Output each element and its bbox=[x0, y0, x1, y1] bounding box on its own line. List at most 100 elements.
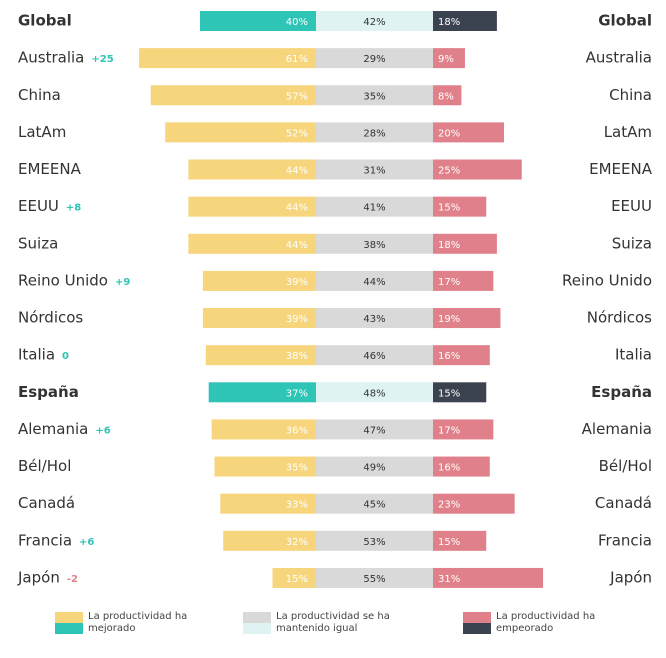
bar-segment bbox=[433, 456, 490, 477]
bar-segment bbox=[316, 308, 433, 329]
bar-segment bbox=[223, 530, 316, 551]
category-label: Japón bbox=[17, 568, 60, 586]
value-label: 16% bbox=[438, 463, 460, 474]
value-label: 23% bbox=[438, 500, 460, 511]
bar-segment bbox=[433, 382, 487, 403]
bar-segment bbox=[316, 493, 433, 514]
bar-segment bbox=[433, 530, 487, 551]
bar-segment bbox=[316, 270, 433, 291]
value-label: 45% bbox=[363, 500, 385, 511]
value-label: 32% bbox=[286, 537, 308, 548]
bar-segment bbox=[316, 419, 433, 440]
category-label-right: Italia bbox=[615, 346, 652, 364]
value-label: 25% bbox=[438, 166, 460, 177]
bar-segment bbox=[316, 85, 433, 106]
bar-segment bbox=[316, 48, 433, 69]
value-label: 43% bbox=[363, 314, 385, 325]
legend-label: La productividad ha empeorado bbox=[496, 611, 596, 634]
value-label: 55% bbox=[363, 574, 385, 585]
category-label: Australia bbox=[18, 49, 84, 67]
value-label: 8% bbox=[438, 91, 454, 102]
bar-segment bbox=[208, 382, 316, 403]
bar-segment bbox=[188, 233, 316, 254]
change-annotation: +6 bbox=[95, 425, 110, 436]
value-label: 44% bbox=[286, 240, 308, 251]
category-label: Suiza bbox=[18, 234, 58, 252]
category-label-right: Reino Unido bbox=[562, 271, 652, 289]
value-label: 18% bbox=[438, 17, 460, 28]
change-annotation: +25 bbox=[91, 54, 113, 65]
value-label: 15% bbox=[438, 203, 460, 214]
value-label: 29% bbox=[363, 54, 385, 65]
bar-segment bbox=[316, 233, 433, 254]
change-annotation: +9 bbox=[115, 277, 130, 288]
bar-segment bbox=[188, 159, 316, 180]
category-label-right: Nórdicos bbox=[587, 309, 652, 327]
value-label: 47% bbox=[363, 425, 385, 436]
change-annotation: 0 bbox=[62, 351, 69, 362]
category-label-right: Canadá bbox=[595, 494, 652, 512]
bar-segment bbox=[433, 196, 487, 217]
change-annotation: +6 bbox=[79, 537, 94, 548]
value-label: 38% bbox=[363, 240, 385, 251]
bar-segment bbox=[433, 48, 465, 69]
category-label-right: EEUU bbox=[611, 197, 652, 215]
legend: La productividad ha mejorado La productiv… bbox=[0, 611, 666, 658]
value-label: 9% bbox=[438, 54, 454, 65]
bar-segment bbox=[316, 196, 433, 217]
bar-segment bbox=[202, 308, 316, 329]
value-label: 20% bbox=[438, 128, 460, 139]
value-label: 39% bbox=[286, 314, 308, 325]
legend-swatch bbox=[463, 623, 491, 634]
bar-segment bbox=[433, 11, 497, 31]
bar-segment bbox=[316, 530, 433, 551]
value-label: 41% bbox=[363, 203, 385, 214]
value-label: 40% bbox=[286, 17, 308, 28]
bar-segment bbox=[433, 122, 504, 143]
bar-segment bbox=[316, 11, 433, 31]
value-label: 31% bbox=[438, 574, 460, 585]
category-label-right: Suiza bbox=[612, 234, 652, 252]
category-label: Italia bbox=[18, 346, 55, 364]
value-label: 15% bbox=[286, 574, 308, 585]
category-label: EEUU bbox=[18, 197, 59, 215]
bar-segment bbox=[272, 567, 316, 588]
value-label: 17% bbox=[438, 425, 460, 436]
legend-label: La productividad ha mejorado bbox=[88, 611, 188, 634]
bar-segment bbox=[150, 85, 316, 106]
value-label: 48% bbox=[363, 388, 385, 399]
category-label: Francia bbox=[18, 531, 72, 549]
value-label: 44% bbox=[286, 203, 308, 214]
value-label: 61% bbox=[286, 54, 308, 65]
value-label: 38% bbox=[286, 351, 308, 362]
bar-segment bbox=[433, 567, 544, 588]
bar-segment bbox=[433, 270, 494, 291]
value-label: 49% bbox=[363, 463, 385, 474]
legend-swatch bbox=[55, 623, 83, 634]
value-label: 15% bbox=[438, 388, 460, 399]
bar-segment bbox=[139, 48, 316, 69]
value-label: 17% bbox=[438, 277, 460, 288]
value-label: 39% bbox=[286, 277, 308, 288]
category-label-right: Japón bbox=[609, 568, 652, 586]
legend-swatch bbox=[463, 612, 491, 623]
bar-segment bbox=[214, 456, 316, 477]
category-label: Nórdicos bbox=[18, 309, 83, 327]
value-label: 19% bbox=[438, 314, 460, 325]
bar-segment bbox=[316, 159, 433, 180]
bar-segment bbox=[316, 456, 433, 477]
category-label: Alemania bbox=[18, 420, 88, 438]
bar-segment bbox=[316, 567, 433, 588]
legend-swatch bbox=[243, 623, 271, 634]
bar-segment bbox=[188, 196, 316, 217]
legend-swatch bbox=[243, 612, 271, 623]
bar-segment bbox=[200, 11, 316, 31]
category-label-right: Australia bbox=[586, 49, 652, 67]
category-label: Bél/Hol bbox=[18, 457, 71, 475]
value-label: 15% bbox=[438, 537, 460, 548]
chart: Global Global 40% 42% 18% Australia Australia +… bbox=[17, 11, 653, 588]
bar-segment bbox=[433, 233, 497, 254]
category-label-right: Global bbox=[598, 12, 652, 30]
bar-segment bbox=[316, 122, 433, 143]
value-label: 44% bbox=[286, 166, 308, 177]
